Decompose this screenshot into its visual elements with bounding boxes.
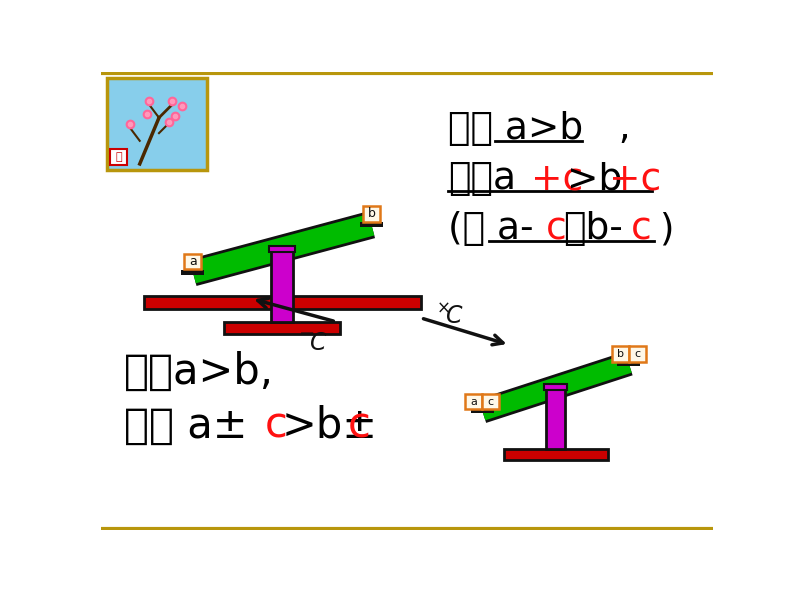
- Text: 如果a>b,: 如果a>b,: [125, 351, 275, 393]
- Bar: [272, 249, 293, 322]
- Text: C: C: [445, 305, 462, 328]
- Text: >b±: >b±: [281, 405, 377, 447]
- Bar: [544, 384, 567, 390]
- Bar: [225, 322, 340, 334]
- Text: (或 a-: (或 a-: [448, 212, 534, 247]
- Text: c: c: [488, 397, 494, 407]
- Text: >b: >b: [567, 162, 622, 197]
- Text: ×: ×: [437, 300, 451, 318]
- FancyBboxPatch shape: [184, 254, 202, 269]
- Text: c: c: [265, 405, 288, 447]
- Text: ): ): [648, 212, 674, 247]
- Text: c: c: [631, 212, 652, 247]
- Bar: [107, 77, 207, 170]
- Text: C: C: [310, 331, 326, 355]
- Bar: [144, 296, 421, 309]
- Text: b: b: [368, 207, 376, 221]
- Bar: [546, 387, 565, 449]
- Text: +c: +c: [610, 162, 661, 197]
- Text: 那么a: 那么a: [448, 162, 516, 197]
- Text: a: a: [470, 397, 477, 407]
- FancyBboxPatch shape: [465, 394, 482, 409]
- Bar: [181, 270, 205, 275]
- Bar: [503, 449, 607, 460]
- Text: −: −: [299, 324, 316, 343]
- FancyBboxPatch shape: [612, 346, 629, 362]
- Text: c: c: [348, 405, 371, 447]
- Text: +c: +c: [531, 162, 583, 197]
- Bar: [360, 222, 383, 227]
- Text: 福: 福: [116, 152, 122, 162]
- FancyBboxPatch shape: [482, 394, 499, 409]
- Text: c: c: [634, 349, 640, 359]
- Bar: [110, 148, 127, 166]
- Text: a: a: [189, 255, 197, 268]
- Text: 那么 a±: 那么 a±: [125, 405, 248, 447]
- Text: b: b: [617, 349, 624, 359]
- Bar: [617, 361, 640, 366]
- FancyBboxPatch shape: [629, 346, 646, 362]
- Text: 如果 a>b   ,: 如果 a>b ,: [448, 111, 630, 147]
- Bar: [269, 246, 295, 252]
- Text: c: c: [546, 212, 567, 247]
- Text: ＞b-: ＞b-: [563, 212, 623, 247]
- Bar: [471, 409, 494, 413]
- FancyBboxPatch shape: [363, 206, 380, 222]
